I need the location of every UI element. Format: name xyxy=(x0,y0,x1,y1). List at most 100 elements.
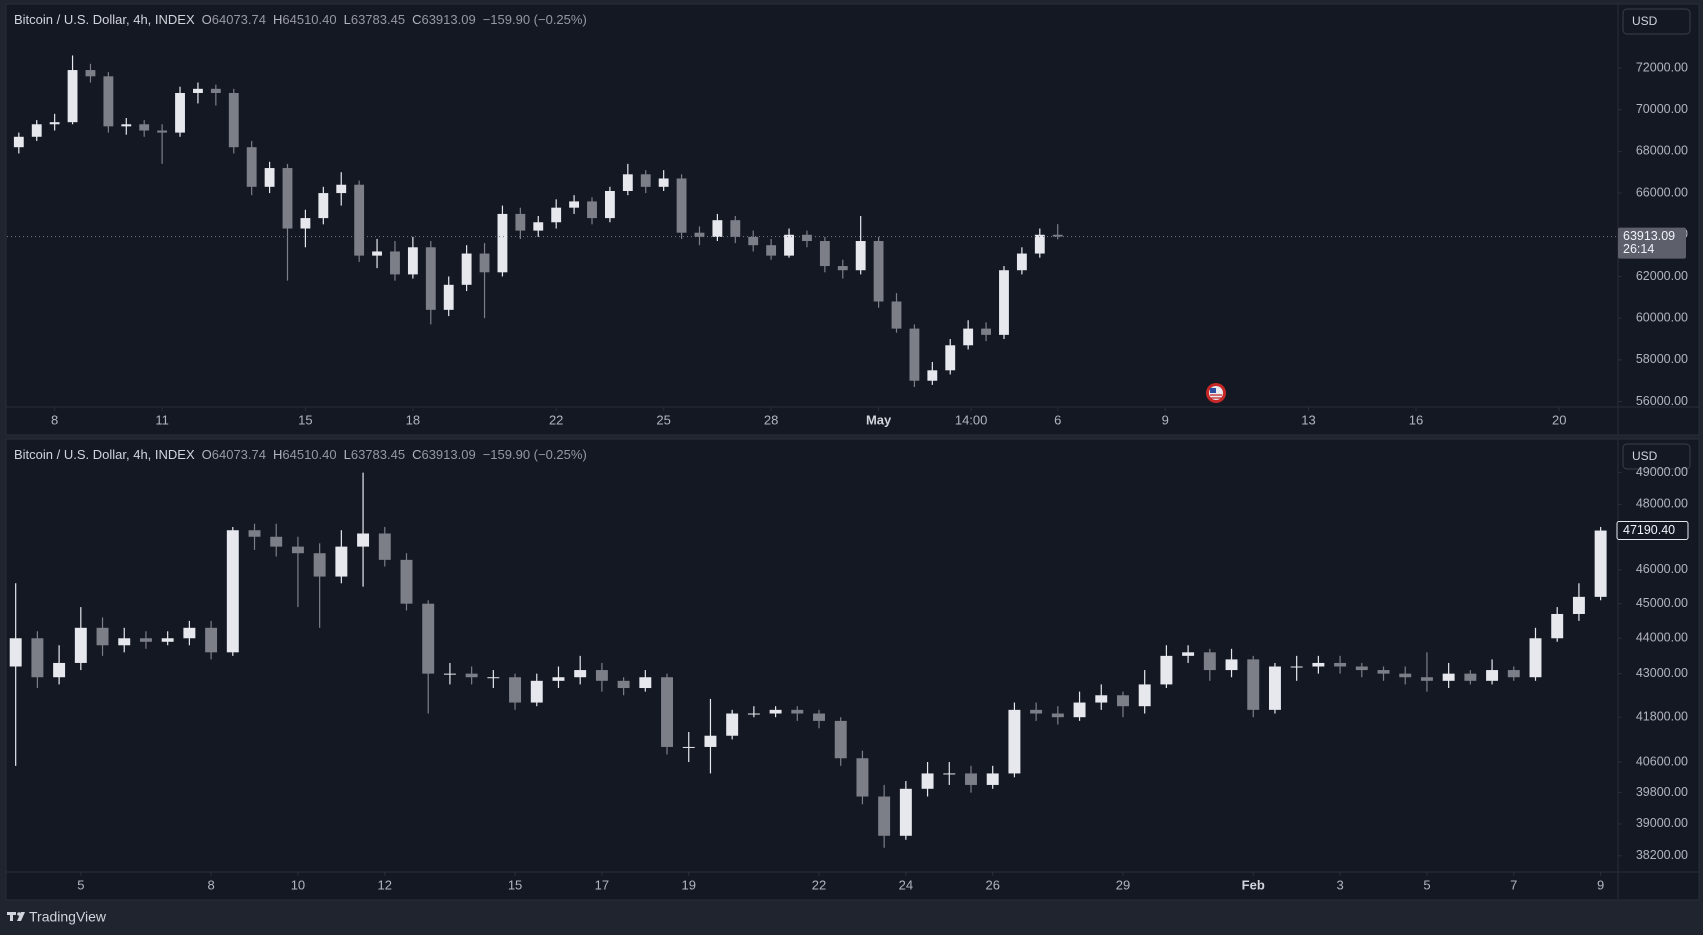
candle-body xyxy=(390,251,400,275)
candle-body xyxy=(769,709,782,714)
y-tick-label: 40600.00 xyxy=(1636,754,1688,768)
candle-body xyxy=(264,168,275,187)
candle-body xyxy=(909,328,920,381)
candle-body xyxy=(682,746,695,748)
candle-body xyxy=(927,370,938,381)
candle-body xyxy=(282,168,293,229)
countdown: 26:14 xyxy=(1623,242,1654,256)
candle-body xyxy=(313,553,326,577)
candle-body xyxy=(354,184,365,256)
x-tick-label: 5 xyxy=(77,877,84,892)
candle-body xyxy=(891,301,902,329)
x-tick-label: 14:00 xyxy=(955,412,988,427)
candle-body xyxy=(1030,709,1043,714)
candle-body xyxy=(497,213,508,273)
candle-body xyxy=(49,122,60,125)
last-price-label: 63913.09 xyxy=(1623,229,1675,243)
x-tick-label: 19 xyxy=(682,877,696,892)
x-tick-label: 15 xyxy=(298,412,312,427)
candle-body xyxy=(1355,666,1368,671)
x-tick-label: 8 xyxy=(51,412,58,427)
x-tick-label: 10 xyxy=(291,877,305,892)
candle-body xyxy=(161,638,174,642)
candle-body xyxy=(31,638,44,678)
candle-body xyxy=(443,673,456,675)
candle-body xyxy=(1312,662,1325,667)
ohlc-key: L xyxy=(344,12,351,27)
ohlc-value: 64510.40 xyxy=(282,447,336,462)
candle-body xyxy=(1268,666,1281,710)
candle-body xyxy=(587,201,597,219)
candle-body xyxy=(407,247,418,275)
candle-body xyxy=(1247,659,1260,710)
y-tick-label: 46000.00 xyxy=(1636,562,1688,576)
currency-button xyxy=(1622,8,1691,35)
y-tick-label: 56000.00 xyxy=(1636,394,1688,408)
legend-header: Bitcoin / U.S. Dollar, 4h, INDEX O64073.7… xyxy=(14,447,587,462)
x-tick-label: 17 xyxy=(595,877,609,892)
candle-body xyxy=(31,124,42,137)
ohlc-value: 63783.45 xyxy=(351,12,405,27)
candle-body xyxy=(802,234,812,242)
chart-title: Bitcoin / U.S. Dollar, 4h, INDEX xyxy=(14,12,195,27)
candle-body xyxy=(139,124,150,131)
candle-body xyxy=(694,232,705,237)
chart-title: Bitcoin / U.S. Dollar, 4h, INDEX xyxy=(14,447,195,462)
ohlc-key: O xyxy=(202,447,212,462)
candle-body xyxy=(509,677,522,703)
price-change: −159.90 (−0.25%) xyxy=(483,447,587,462)
candle-body xyxy=(921,773,934,789)
x-tick-label: 18 xyxy=(406,412,420,427)
candle-body xyxy=(246,147,257,187)
y-tick-label: 72000.00 xyxy=(1636,60,1688,74)
x-tick-label: 22 xyxy=(812,877,826,892)
candle-body xyxy=(157,130,168,133)
candle-body xyxy=(318,193,329,219)
candle-body xyxy=(1051,713,1064,718)
candle-body xyxy=(712,220,723,237)
candle-body xyxy=(1073,702,1086,718)
candle-body xyxy=(837,266,848,271)
candle-body xyxy=(183,627,196,639)
currency-label: USD xyxy=(1632,449,1658,463)
candle-body xyxy=(856,758,869,797)
y-tick-label: 58000.00 xyxy=(1636,352,1688,366)
x-tick-label: 9 xyxy=(1162,412,1169,427)
candle-body xyxy=(291,546,304,554)
candle-body xyxy=(74,627,87,663)
candle-body xyxy=(103,76,114,127)
y-tick-label: 39800.00 xyxy=(1636,785,1688,799)
ohlc-value: 64510.40 xyxy=(282,12,336,27)
candle-body xyxy=(533,222,544,231)
candle-body xyxy=(1377,670,1390,674)
y-tick-label: 41800.00 xyxy=(1636,709,1688,723)
brand-logo xyxy=(7,912,25,921)
candle-body xyxy=(13,136,24,148)
x-tick-label: 15 xyxy=(508,877,522,892)
candle-body xyxy=(622,174,633,191)
candle-body xyxy=(855,241,866,271)
candle-body xyxy=(730,220,741,237)
candle-body xyxy=(228,92,239,148)
x-tick-label: 28 xyxy=(764,412,778,427)
x-tick-label: 20 xyxy=(1552,412,1566,427)
y-tick-label: 44000.00 xyxy=(1636,631,1688,645)
ohlc-value: 64073.74 xyxy=(212,447,266,462)
x-tick-label: 26 xyxy=(985,877,999,892)
currency-button xyxy=(1622,443,1691,470)
candle-body xyxy=(1182,652,1195,656)
candle-body xyxy=(661,677,674,747)
pane-2 xyxy=(5,438,1700,901)
candle-body xyxy=(1008,709,1021,774)
candle-body xyxy=(1095,695,1108,703)
y-tick-label: 39000.00 xyxy=(1636,816,1688,830)
y-tick-label: 68000.00 xyxy=(1636,144,1688,158)
candle-body xyxy=(335,546,348,577)
candle-body xyxy=(791,709,804,714)
candle-body xyxy=(658,178,669,187)
candle-body xyxy=(963,328,974,346)
x-tick-label: 5 xyxy=(1423,877,1430,892)
ohlc-value: 63783.45 xyxy=(351,447,405,462)
candle-body xyxy=(1442,673,1455,681)
y-tick-label: 49000.00 xyxy=(1636,465,1688,479)
